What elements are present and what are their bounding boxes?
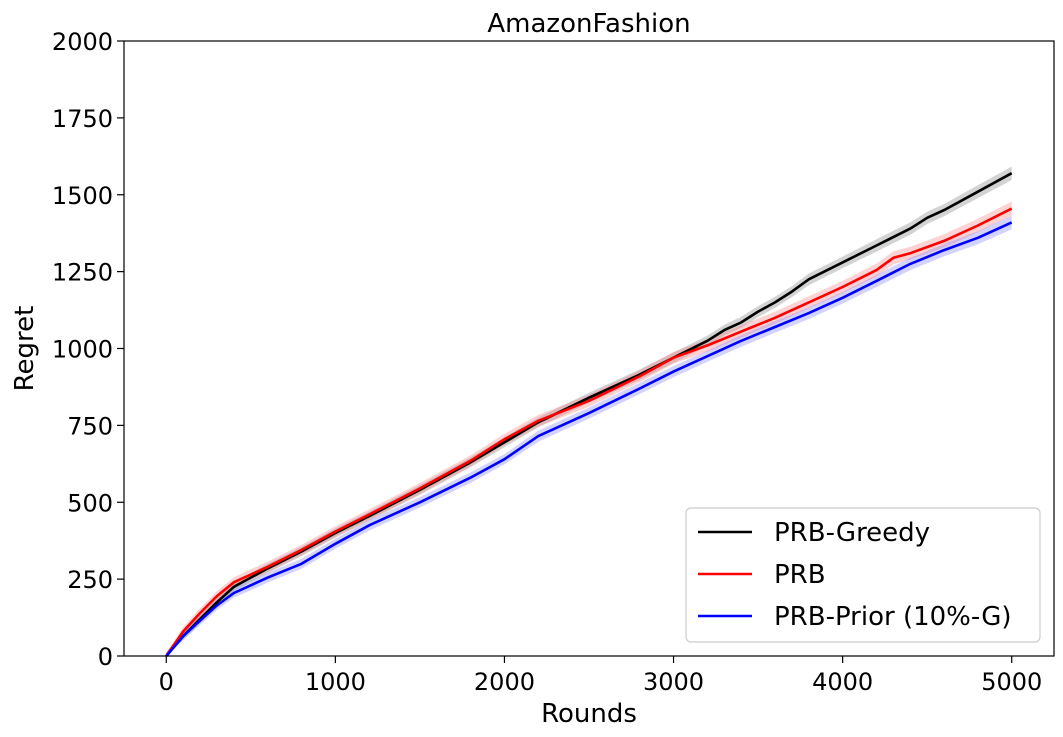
x-axis-ticks: 0 1000 2000 3000 4000 5000: [159, 656, 1042, 696]
legend-label-prb-prior-10-g: PRB-Prior (10%-G): [774, 602, 1012, 632]
legend: PRB-Greedy PRB PRB-Prior (10%-G): [685, 507, 1041, 643]
y-tick-label: 750: [67, 412, 113, 440]
y-tick-label: 2000: [52, 28, 113, 56]
y-tick-label: 250: [67, 566, 113, 594]
y-tick-label: 1500: [52, 182, 113, 210]
series-lines: [165, 172, 1013, 657]
band-prb-greedy: [166, 166, 1012, 656]
x-tick-label: 0: [159, 668, 174, 696]
y-tick-label: 1250: [52, 259, 113, 287]
x-tick-label: 4000: [812, 668, 873, 696]
y-tick-label: 500: [67, 489, 113, 517]
line-prb-prior-10-g: [165, 221, 1013, 657]
line-prb: [165, 207, 1013, 657]
line-prb-greedy: [165, 172, 1013, 657]
y-tick-label: 1750: [52, 105, 113, 133]
legend-label-prb-greedy: PRB-Greedy: [774, 518, 930, 548]
band-prb-prior-10-g: [166, 215, 1012, 656]
y-tick-label: 0: [98, 643, 113, 671]
chart-title: AmazonFashion: [487, 9, 690, 39]
y-axis-label: Regret: [10, 306, 40, 392]
x-axis-label: Rounds: [541, 699, 637, 729]
x-tick-label: 2000: [474, 668, 535, 696]
x-tick-label: 3000: [643, 668, 704, 696]
y-axis-ticks: 0 250 500 750 1000 1250 1500 1750 2000: [52, 28, 124, 671]
y-tick-label: 1000: [52, 336, 113, 364]
x-tick-label: 1000: [305, 668, 366, 696]
x-tick-label: 5000: [981, 668, 1042, 696]
legend-box: [685, 507, 1041, 643]
legend-label-prb: PRB: [774, 560, 826, 590]
